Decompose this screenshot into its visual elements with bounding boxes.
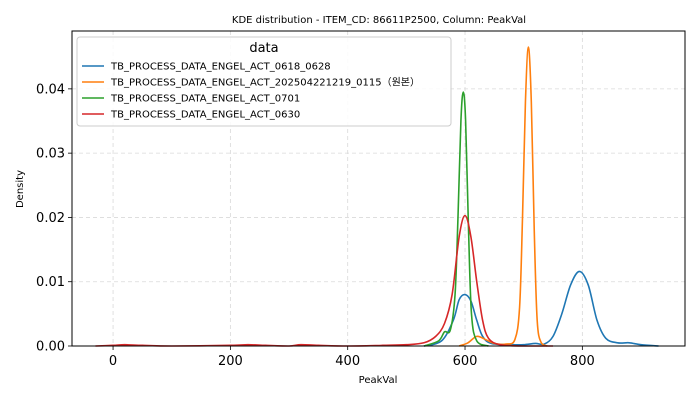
y-tick-label: 0.01 [36, 275, 65, 290]
y-tick-label: 0.04 [36, 82, 65, 97]
series-line [458, 46, 548, 347]
x-tick-label: 0 [109, 354, 117, 369]
legend: data TB_PROCESS_DATA_ENGEL_ACT_0618_0628… [76, 36, 452, 127]
x-axis: 0 200 400 600 800 [109, 346, 595, 369]
y-tick-label: 0.03 [36, 147, 65, 162]
legend-entry: TB_PROCESS_DATA_ENGEL_ACT_0701 [110, 94, 300, 105]
legend-items: TB_PROCESS_DATA_ENGEL_ACT_0618_0628 TB_PR… [82, 62, 420, 121]
y-tick-label: 0.02 [36, 211, 65, 226]
y-tick-label: 0.00 [36, 340, 65, 355]
legend-entry: TB_PROCESS_DATA_ENGEL_ACT_0630 [110, 110, 300, 121]
series-line [423, 270, 659, 347]
x-tick-label: 800 [570, 354, 595, 369]
y-axis-label: Density [15, 170, 26, 208]
y-axis: 0.00 0.01 0.02 0.03 0.04 [36, 82, 72, 355]
x-tick-label: 600 [453, 354, 478, 369]
x-tick-label: 200 [218, 354, 243, 369]
legend-box [76, 36, 452, 127]
legend-title: data [249, 41, 278, 56]
legend-entry: TB_PROCESS_DATA_ENGEL_ACT_0618_0628 [110, 62, 331, 73]
chart-title: KDE distribution - ITEM_CD: 86611P2500, … [232, 15, 526, 26]
legend-entry: TB_PROCESS_DATA_ENGEL_ACT_202504221219_0… [110, 77, 420, 89]
series-line [423, 91, 489, 347]
plot-frame [71, 30, 686, 347]
x-axis-label: PeakVal [359, 375, 398, 386]
x-tick-label: 400 [335, 354, 360, 369]
